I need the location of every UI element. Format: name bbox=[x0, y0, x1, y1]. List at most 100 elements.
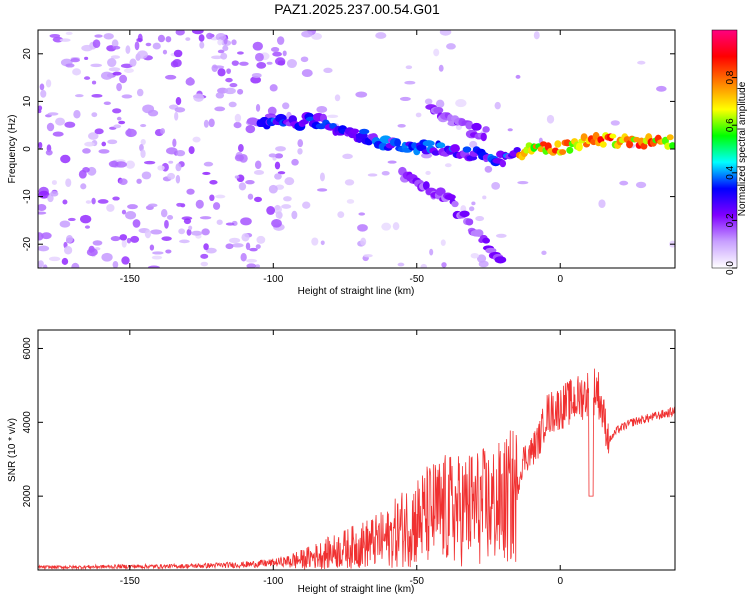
heatmap-cell bbox=[282, 50, 287, 57]
heatmap-cell bbox=[134, 41, 140, 51]
spectrogram-x-label: Height of straight line (km) bbox=[298, 286, 415, 297]
heatmap-cell bbox=[136, 38, 143, 42]
heatmap-cell bbox=[81, 44, 93, 52]
heatmap-cell bbox=[238, 182, 247, 191]
heatmap-cell bbox=[110, 236, 121, 242]
heatmap-cell bbox=[609, 133, 617, 139]
heatmap-cell bbox=[291, 210, 298, 220]
heatmap-cell bbox=[110, 55, 121, 59]
heatmap-cell bbox=[435, 99, 445, 108]
heatmap-cell bbox=[637, 60, 646, 65]
heatmap-cell bbox=[73, 110, 81, 119]
heatmap-cell bbox=[397, 123, 406, 128]
heatmap-cell bbox=[344, 179, 355, 186]
heatmap-cell bbox=[566, 146, 574, 154]
heatmap-cell bbox=[266, 206, 276, 215]
heatmap-cell bbox=[436, 142, 446, 149]
heatmap-cell bbox=[188, 225, 193, 231]
heatmap-cell bbox=[405, 65, 413, 70]
heatmap-cell bbox=[200, 261, 209, 267]
heatmap-cell bbox=[225, 222, 235, 226]
heatmap-cell bbox=[363, 254, 373, 258]
heatmap-cell bbox=[357, 224, 368, 232]
heatmap-cell bbox=[300, 56, 309, 63]
heatmap-cell bbox=[148, 203, 158, 208]
heatmap-cell bbox=[167, 172, 176, 180]
heatmap-cell bbox=[397, 262, 405, 267]
heatmap-cell bbox=[245, 124, 256, 134]
heatmap-cell bbox=[381, 171, 390, 176]
heatmap-cell bbox=[575, 142, 583, 152]
heatmap-cell bbox=[247, 193, 254, 200]
heatmap-cell bbox=[188, 146, 195, 155]
heatmap-cell bbox=[136, 178, 142, 184]
heatmap-cell bbox=[136, 50, 148, 59]
heatmap-cell bbox=[141, 171, 152, 180]
heatmap-cell bbox=[231, 60, 239, 66]
heatmap-cell bbox=[484, 165, 493, 173]
heatmap-cell bbox=[64, 121, 76, 128]
heatmap-cell bbox=[245, 179, 255, 185]
x-tick-label: -100 bbox=[263, 576, 283, 587]
heatmap-cell bbox=[387, 160, 397, 164]
heatmap-cell bbox=[103, 33, 114, 40]
heatmap-cell bbox=[297, 148, 303, 155]
heatmap-cell bbox=[116, 116, 122, 121]
heatmap-cell bbox=[320, 240, 325, 246]
colorbar-tick-label: 0.8 bbox=[725, 70, 736, 84]
heatmap-cell bbox=[71, 262, 80, 268]
heatmap-cell bbox=[39, 83, 45, 91]
heatmap-cell bbox=[311, 237, 319, 246]
heatmap-cell bbox=[240, 217, 252, 226]
heatmap-cell bbox=[175, 96, 182, 106]
heatmap-cell bbox=[462, 146, 472, 153]
heatmap-cell bbox=[186, 228, 192, 236]
heatmap-cell bbox=[91, 112, 98, 118]
heatmap-cell bbox=[250, 76, 262, 84]
heatmap-cell bbox=[143, 160, 156, 165]
heatmap-cell bbox=[480, 132, 487, 142]
heatmap-cell bbox=[80, 214, 92, 224]
heatmap-cell bbox=[185, 37, 191, 41]
heatmap-cell bbox=[420, 263, 428, 268]
heatmap-cell bbox=[172, 138, 177, 148]
heatmap-cell bbox=[92, 240, 103, 246]
heatmap-cell bbox=[84, 225, 90, 229]
heatmap-cell bbox=[468, 206, 475, 212]
heatmap-cell bbox=[211, 55, 223, 60]
heatmap-cell bbox=[178, 228, 186, 235]
heatmap-cell bbox=[74, 94, 84, 98]
heatmap-cell bbox=[237, 144, 244, 152]
heatmap-cell bbox=[358, 128, 370, 135]
heatmap-cell bbox=[203, 243, 209, 251]
heatmap-cell bbox=[255, 264, 261, 268]
heatmap-cell bbox=[61, 257, 69, 265]
heatmap-cell bbox=[217, 49, 225, 54]
heatmap-cell bbox=[350, 128, 360, 134]
heatmap-cell bbox=[118, 120, 126, 125]
heatmap-cell bbox=[431, 150, 441, 156]
heatmap-cell bbox=[168, 160, 174, 164]
heatmap-cell bbox=[291, 158, 299, 166]
heatmap-cell bbox=[515, 74, 521, 79]
heatmap-cell bbox=[635, 181, 647, 189]
heatmap-cell bbox=[119, 74, 128, 84]
heatmap-cell bbox=[166, 147, 178, 155]
heatmap-cell bbox=[439, 30, 452, 36]
heatmap-cell bbox=[140, 139, 146, 145]
heatmap-cell bbox=[112, 196, 120, 201]
heatmap-cell bbox=[175, 150, 186, 157]
heatmap-cell bbox=[474, 229, 484, 237]
heatmap-cell bbox=[59, 220, 71, 228]
colorbar-ticks: 0.0 0.2 0.4 0.6 0.8 bbox=[725, 70, 737, 275]
heatmap-cell bbox=[202, 171, 211, 176]
heatmap-cell bbox=[91, 94, 103, 98]
heatmap-cell bbox=[164, 219, 169, 229]
heatmap-cell bbox=[51, 180, 57, 186]
heatmap-cell bbox=[469, 140, 478, 148]
heatmap-cell bbox=[222, 45, 229, 52]
heatmap-cell bbox=[277, 171, 286, 175]
heatmap-cell bbox=[49, 33, 61, 38]
heatmap-cell bbox=[84, 141, 95, 147]
heatmap-cell bbox=[234, 154, 244, 162]
